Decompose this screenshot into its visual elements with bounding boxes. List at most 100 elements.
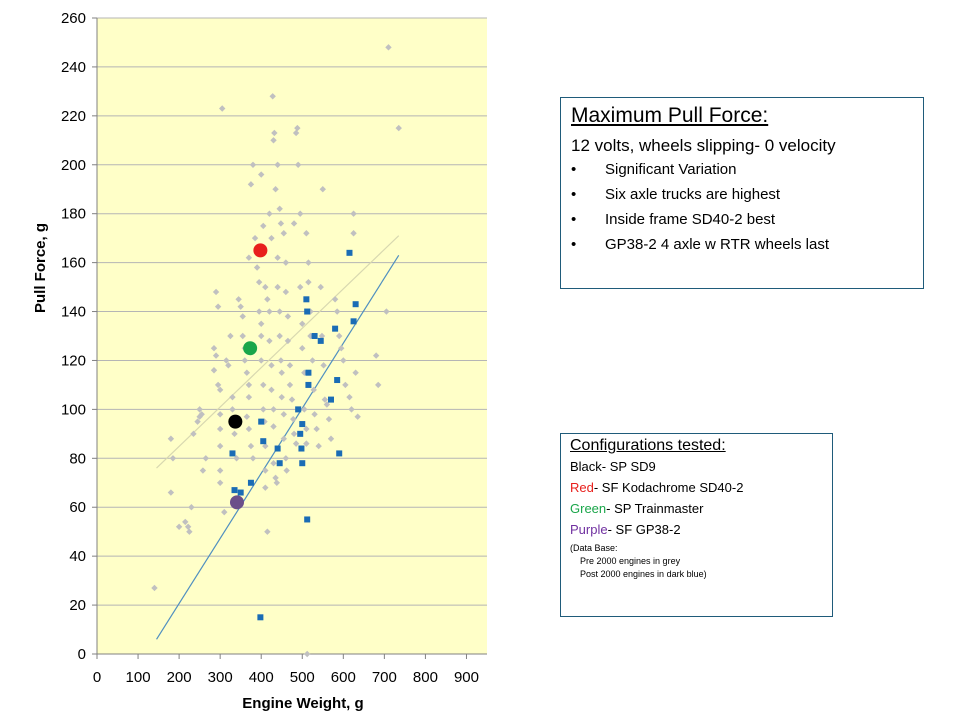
grey-diamond-point: [286, 362, 294, 369]
blue-square-point: [258, 418, 265, 425]
bullet-icon: •: [571, 236, 577, 253]
grey-diamond-point: [372, 352, 380, 359]
database-post2000: Post 2000 engines in dark blue): [580, 569, 707, 579]
config-green: Green- SP Trainmaster: [570, 501, 823, 516]
grey-diamond-point: [264, 296, 271, 303]
grey-diamond-point: [317, 283, 324, 291]
grey-diamond-point: [292, 440, 300, 447]
grey-diamond-point: [280, 411, 287, 418]
grey-diamond-point: [318, 332, 326, 340]
list-item-text: Significant Variation: [605, 161, 737, 178]
grey-diamond-point: [182, 518, 189, 526]
grey-diamond-point: [262, 283, 269, 291]
blue-square-point: [350, 318, 357, 325]
grey-diamond-point: [340, 357, 347, 364]
database-title: (Data Base:: [570, 543, 618, 553]
blue-square-point: [229, 450, 236, 457]
blue-square-point: [346, 249, 353, 256]
grey-diamond-point: [292, 129, 300, 137]
y-tick-label: 100: [61, 401, 86, 418]
grey-diamond-point: [216, 467, 224, 474]
grey-diamond-point: [274, 161, 281, 168]
grey-diamond-point: [216, 479, 224, 486]
blue-square-point: [237, 489, 244, 496]
pull-force-subtitle: 12 volts, wheels slipping- 0 velocity: [571, 136, 836, 155]
y-tick-label: 180: [61, 206, 86, 223]
config-black: Black- SP SD9: [570, 459, 823, 474]
grey-diamond-point: [310, 386, 317, 394]
grey-diamond-point: [241, 357, 248, 364]
grey-diamond-point: [313, 425, 320, 433]
grey-diamond-point: [260, 222, 267, 230]
grey-diamond-point: [266, 210, 273, 217]
grey-diamond-point: [184, 523, 192, 530]
grey-diamond-point: [212, 352, 220, 359]
y-tick-label: 200: [61, 157, 86, 174]
grey-diamond-point: [297, 210, 304, 217]
grey-diamond-point: [276, 205, 283, 212]
y-tick-label: 160: [61, 255, 86, 272]
blue-square-point: [295, 406, 302, 413]
blue-square-point: [297, 430, 304, 437]
config-red-text: - SF Kodachrome SD40-2: [593, 480, 744, 495]
y-tick-label: 240: [61, 59, 86, 76]
highlight-circle-point: [243, 341, 258, 356]
blue-square-point: [299, 460, 306, 467]
grey-diamond-point: [255, 278, 263, 286]
grey-diamond-point: [331, 296, 339, 303]
x-tick-label: 600: [331, 669, 356, 686]
blue-square-point: [305, 381, 312, 388]
trendline: [156, 235, 400, 469]
list-item: • Inside frame SD40-2 best: [571, 211, 913, 228]
grey-diamond-point: [305, 278, 312, 286]
grey-diamond-point: [303, 425, 310, 433]
config-black-text: - SP SD9: [601, 459, 656, 474]
blue-square-point: [247, 479, 254, 486]
grey-diamond-point: [346, 393, 353, 401]
blue-square-point: [317, 337, 324, 344]
x-tick-label: 100: [126, 669, 151, 686]
configurations-textbox: Configurations tested: Black- SP SD9 Red…: [560, 433, 833, 617]
grey-diamond-point: [268, 362, 275, 369]
grey-diamond-point: [315, 442, 322, 450]
y-tick-label: 40: [69, 548, 86, 565]
grey-diamond-point: [284, 337, 292, 345]
x-tick-label: 500: [290, 669, 315, 686]
grey-diamond-point: [270, 423, 277, 430]
grey-diamond-point: [260, 406, 267, 413]
tick-labels: 0 20 40 60 80 100 120 140 160 180 200 220 240 260 0 100…: [61, 10, 479, 686]
grey-diamond-point: [276, 332, 283, 340]
grey-diamond-point: [282, 259, 290, 266]
grey-diamond-point: [221, 508, 228, 516]
grey-diamond-point: [235, 296, 242, 303]
grey-diamond-point: [243, 413, 251, 420]
configurations-title: Configurations tested:: [570, 437, 726, 454]
grey-diamond-point: [301, 406, 308, 413]
config-red: Red- SF Kodachrome SD40-2: [570, 480, 823, 495]
grey-diamond-point: [216, 425, 224, 433]
blue-square-point: [257, 614, 264, 621]
x-tick-label: 0: [93, 669, 101, 686]
grey-diamond-point: [273, 479, 281, 486]
grey-diamond-point: [243, 369, 251, 376]
grey-diamond-point: [269, 93, 276, 100]
pull-force-list: • Significant Variation • Six axle trucks …: [571, 161, 913, 253]
x-tick-label: 800: [413, 669, 438, 686]
grey-diamond-point: [196, 406, 203, 413]
grey-diamond-point: [342, 381, 349, 389]
grey-diamond-point: [202, 455, 209, 462]
list-item: • Significant Variation: [571, 161, 913, 178]
grey-diamond-point: [167, 489, 175, 496]
grey-diamond-point: [258, 332, 265, 340]
grey-diamond-point: [227, 332, 234, 340]
grey-diamond-point: [212, 288, 220, 296]
blue-square-point: [328, 396, 334, 403]
list-item-text: GP38-2 4 axle w RTR wheels last: [605, 236, 829, 253]
grey-diamond-point: [262, 442, 269, 450]
highlight-circle-point: [228, 414, 243, 429]
grey-diamond-point: [245, 393, 253, 401]
grey-diamond-point: [245, 425, 253, 433]
grey-diamond-point: [210, 345, 218, 352]
highlight-circle-point: [229, 495, 244, 510]
grey-diamond-point: [276, 308, 283, 315]
